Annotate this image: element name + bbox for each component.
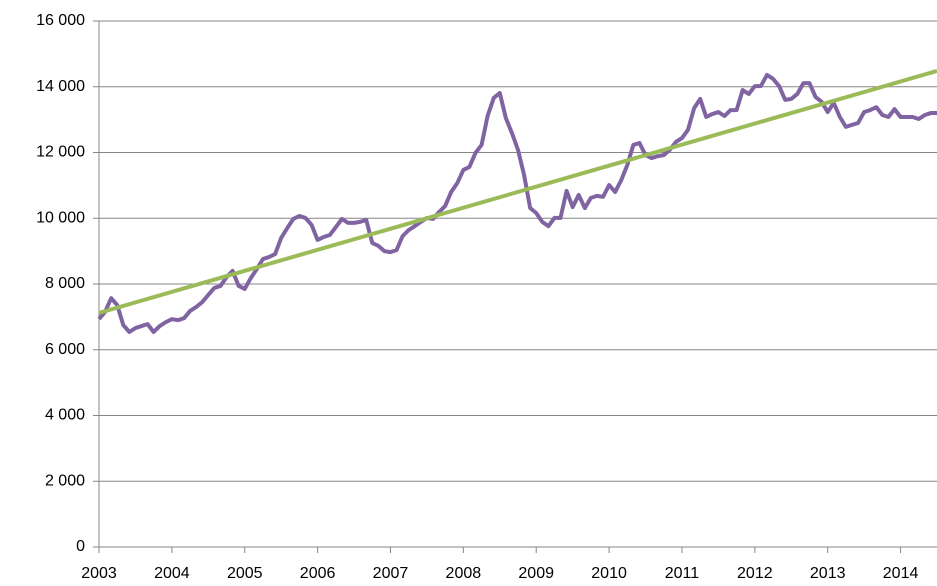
- series-line: [97, 72, 937, 334]
- x-tick-label: 2012: [737, 565, 773, 582]
- y-tick-label: 0: [76, 538, 85, 555]
- x-tick-label: 2005: [227, 565, 263, 582]
- y-tick-label: 10 000: [36, 209, 85, 226]
- x-tick-label: 2004: [154, 565, 190, 582]
- y-tick-label: 12 000: [36, 144, 85, 161]
- x-tick-label: 2014: [883, 565, 919, 582]
- x-tick-label: 2007: [373, 565, 409, 582]
- x-tick-label: 2013: [810, 565, 846, 582]
- y-tick-label: 6 000: [45, 341, 85, 358]
- x-tick-label: 2009: [518, 565, 554, 582]
- series-line: [98, 69, 937, 315]
- x-tick-label: 2011: [665, 565, 700, 582]
- x-tick-label: 2006: [300, 565, 336, 582]
- y-tick-label: 8 000: [45, 275, 85, 292]
- y-tick-label: 16 000: [36, 12, 85, 29]
- y-tick-label: 2 000: [45, 472, 85, 489]
- x-tick-label: 2010: [591, 565, 627, 582]
- y-tick-label: 14 000: [36, 78, 85, 95]
- x-tick-label: 2008: [446, 565, 482, 582]
- x-tick-label: 2003: [81, 565, 117, 582]
- y-tick-label: 4 000: [45, 407, 85, 424]
